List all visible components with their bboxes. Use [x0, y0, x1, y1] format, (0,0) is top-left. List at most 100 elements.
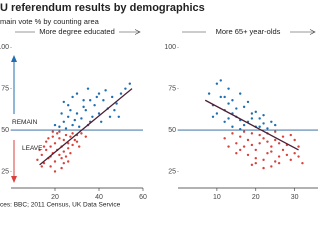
- annotation-leave: LEAVE: [22, 145, 43, 152]
- source: ces: BBC; 2011 Census, UK Data Service: [0, 202, 121, 209]
- point: [86, 87, 90, 90]
- point: [293, 152, 296, 155]
- x-tick-label: 60: [139, 194, 147, 201]
- y-tick-label: 75: [1, 86, 9, 93]
- x-tick-label: 20: [252, 194, 260, 201]
- point: [62, 120, 65, 123]
- point: [235, 107, 238, 110]
- point: [254, 148, 257, 152]
- point: [117, 115, 121, 119]
- point: [246, 138, 250, 142]
- point: [67, 160, 70, 163]
- point: [231, 99, 234, 102]
- point: [51, 135, 54, 138]
- point: [266, 127, 269, 130]
- point: [266, 152, 269, 155]
- point: [95, 95, 99, 99]
- y-tick-label: 25: [168, 168, 176, 175]
- point: [227, 117, 230, 120]
- point: [64, 127, 68, 130]
- point: [242, 105, 246, 109]
- point: [40, 153, 43, 157]
- point: [246, 153, 250, 157]
- point: [64, 133, 68, 137]
- point: [227, 145, 230, 148]
- panel-title: More 65+ year-olds: [216, 27, 281, 36]
- point: [274, 130, 277, 133]
- x-tick-label: 10: [213, 194, 221, 201]
- point: [67, 115, 70, 119]
- point: [301, 161, 304, 165]
- point: [262, 158, 265, 162]
- point: [293, 138, 296, 142]
- point: [258, 142, 261, 145]
- point: [262, 122, 265, 125]
- point: [215, 112, 219, 115]
- point: [250, 112, 254, 115]
- point: [219, 79, 222, 82]
- point: [242, 145, 246, 148]
- point: [80, 132, 83, 135]
- x-tick-label: 30: [291, 194, 299, 201]
- point: [258, 133, 261, 137]
- point: [270, 120, 273, 123]
- y-tick-label: 75: [168, 86, 176, 93]
- point: [262, 137, 265, 140]
- point: [239, 148, 242, 152]
- point: [124, 87, 127, 90]
- point: [254, 157, 257, 160]
- point: [56, 132, 59, 135]
- point: [297, 155, 300, 158]
- point: [258, 117, 261, 120]
- point: [270, 165, 273, 168]
- point: [262, 113, 265, 117]
- point: [102, 99, 105, 102]
- point: [274, 138, 277, 142]
- point: [297, 145, 300, 148]
- point: [42, 161, 46, 165]
- point: [62, 150, 65, 153]
- point: [75, 92, 79, 95]
- point: [262, 166, 265, 170]
- point: [250, 132, 254, 135]
- point: [69, 152, 72, 155]
- point: [51, 130, 54, 133]
- point: [100, 120, 103, 123]
- point: [36, 158, 39, 162]
- point: [281, 148, 285, 152]
- point: [82, 105, 85, 109]
- title: U referendum results by demographics: [0, 2, 205, 14]
- y-tick-label: 100: [164, 44, 176, 51]
- point: [277, 142, 281, 145]
- y-tick-label: 25: [1, 168, 9, 175]
- point: [277, 161, 281, 165]
- point: [215, 82, 219, 85]
- point: [274, 160, 277, 163]
- point: [47, 137, 50, 140]
- point: [223, 120, 226, 123]
- point: [108, 115, 112, 119]
- point: [62, 100, 65, 104]
- point: [84, 108, 88, 112]
- point: [113, 108, 116, 112]
- point: [82, 99, 85, 102]
- point: [207, 92, 211, 95]
- point: [97, 112, 101, 115]
- point: [60, 157, 63, 160]
- point: [93, 104, 96, 107]
- point: [69, 108, 72, 112]
- point: [254, 110, 257, 114]
- point: [45, 140, 48, 143]
- point: [38, 148, 41, 152]
- point: [239, 135, 242, 138]
- x-tick-label: 20: [51, 194, 59, 201]
- point: [53, 142, 57, 145]
- point: [67, 147, 70, 150]
- point: [104, 89, 107, 92]
- point: [71, 143, 74, 147]
- point: [71, 95, 74, 99]
- point: [53, 123, 57, 127]
- point: [53, 170, 57, 173]
- y-tick-label: 50: [168, 127, 176, 134]
- point: [231, 132, 234, 135]
